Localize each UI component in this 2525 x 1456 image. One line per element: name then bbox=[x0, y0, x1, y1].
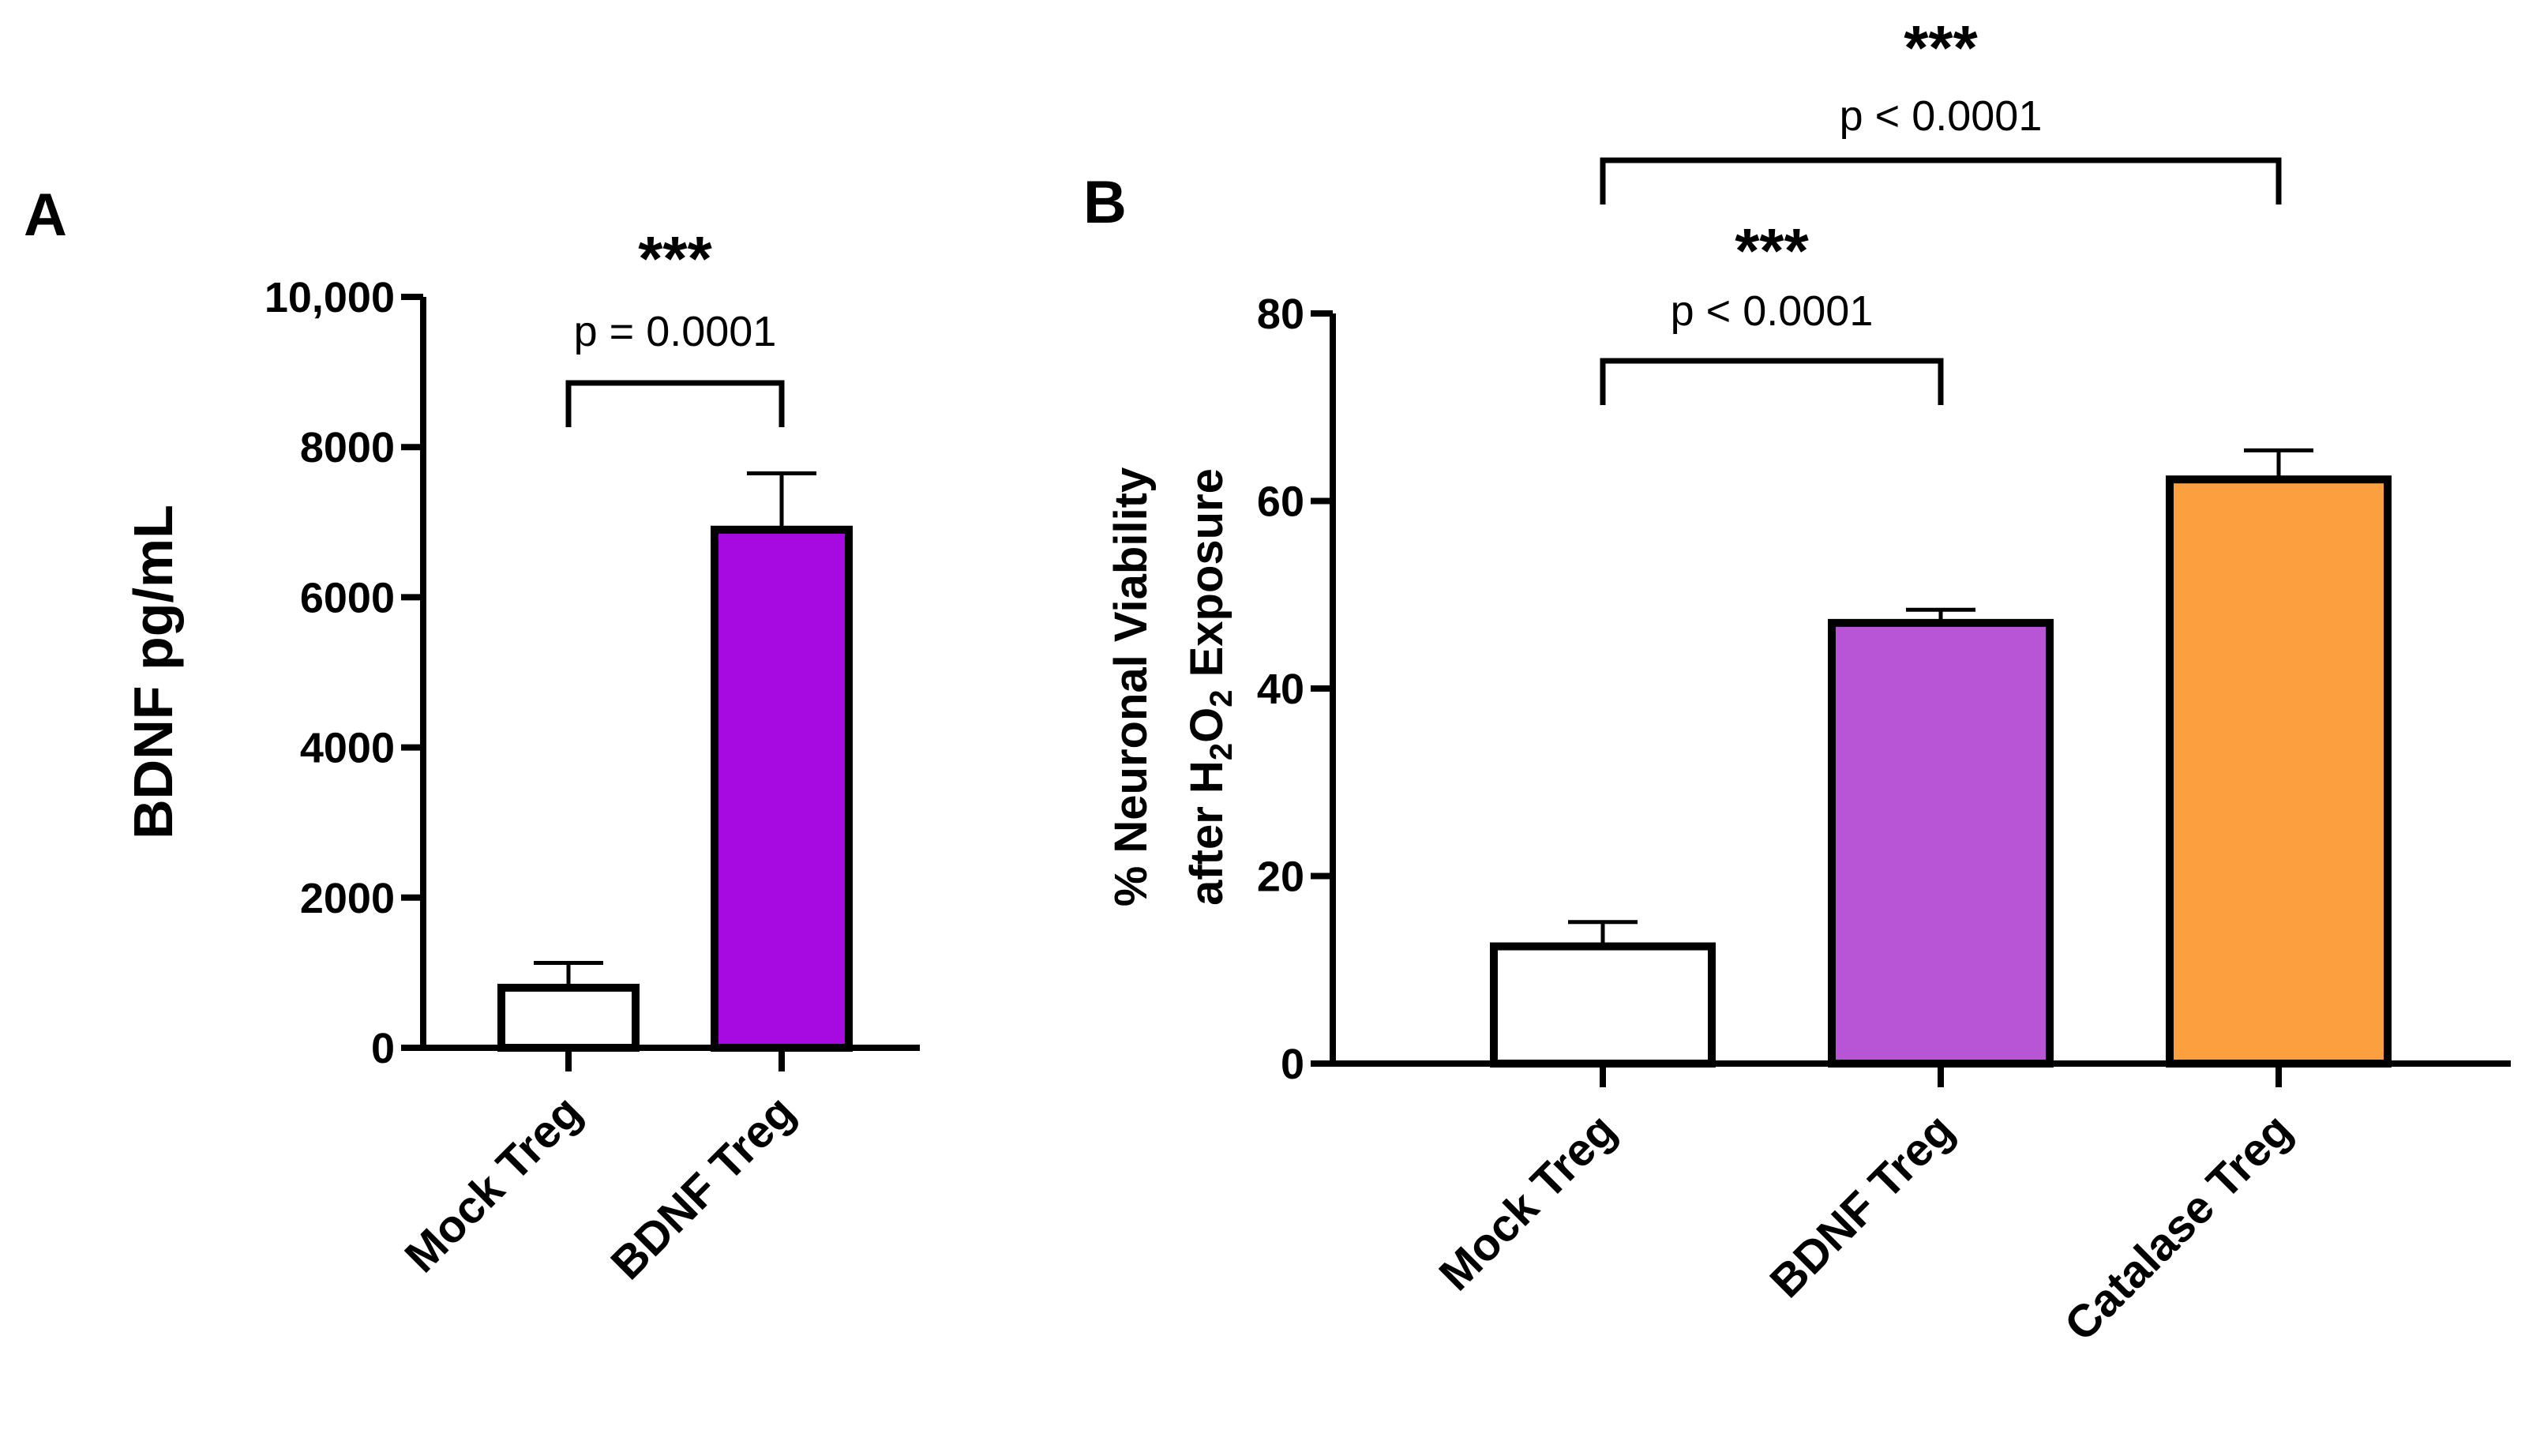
panel-a-bar-mock-treg bbox=[497, 983, 640, 1053]
panel-a-y-tick-label: 10,000 bbox=[265, 274, 395, 321]
panel-b-category-label: BDNF Treg bbox=[1760, 1104, 1964, 1308]
panel-a-y-axis-title: BDNF pg/mL bbox=[122, 505, 184, 839]
panel-a-y-tick-label: 2000 bbox=[300, 875, 395, 922]
panel-b-significance-stars: *** bbox=[1904, 13, 1978, 83]
panel-a-category-label: BDNF Treg bbox=[601, 1086, 805, 1289]
panel-b-y-tick-label: 20 bbox=[1257, 854, 1304, 901]
panel-a-y-tick-label: 0 bbox=[371, 1025, 395, 1072]
panel-b-significance-bracket bbox=[1600, 157, 2282, 205]
panel-b-significance-stars: *** bbox=[1735, 216, 1809, 286]
panel-b-bar-catalase-treg bbox=[2166, 475, 2392, 1068]
panel-a-y-tick-label: 8000 bbox=[300, 424, 395, 471]
panel-b-p-value: p < 0.0001 bbox=[1840, 92, 2043, 140]
panel-b-y-tick-label: 60 bbox=[1257, 478, 1304, 526]
panel-b-y-tick-label: 40 bbox=[1257, 666, 1304, 713]
panel-a-y-tick-label: 4000 bbox=[300, 725, 395, 772]
panel-a-category-label: Mock Treg bbox=[395, 1086, 591, 1282]
panel-b-y-axis-title: % Neuronal Viability bbox=[1105, 467, 1157, 907]
panel-a-p-value: p = 0.0001 bbox=[574, 308, 777, 355]
panel-a-bar-bdnf-treg bbox=[711, 525, 853, 1052]
panel-a-significance-stars: *** bbox=[638, 223, 712, 294]
panel-b-p-value: p < 0.0001 bbox=[1671, 287, 1874, 335]
panel-b: B % Neuronal Viability after H2O2 Exposu… bbox=[1083, 13, 2511, 1351]
panel-b-y-tick-label: 80 bbox=[1257, 291, 1304, 338]
panel-b-bar-bdnf-treg bbox=[1828, 618, 2054, 1068]
panel-b-category-label: Catalase Treg bbox=[2055, 1104, 2302, 1351]
panel-b-y-tick-label: 0 bbox=[1281, 1041, 1304, 1088]
panel-b-label: B bbox=[1083, 169, 1127, 236]
panel-a-significance-bracket bbox=[565, 380, 785, 427]
panel-b-category-label: Mock Treg bbox=[1429, 1104, 1626, 1300]
panel-a: A BDNF pg/mL 0 2000 4000 6000 8000 10,000 ***… bbox=[24, 182, 920, 1289]
panel-b-y-axis-title-line2: after H2O2 Exposure bbox=[1181, 468, 1239, 906]
panel-a-y-tick-label: 6000 bbox=[300, 574, 395, 621]
panel-a-label: A bbox=[24, 182, 67, 249]
panel-b-significance-bracket bbox=[1600, 358, 1944, 405]
panel-b-bar-mock-treg bbox=[1490, 942, 1716, 1068]
